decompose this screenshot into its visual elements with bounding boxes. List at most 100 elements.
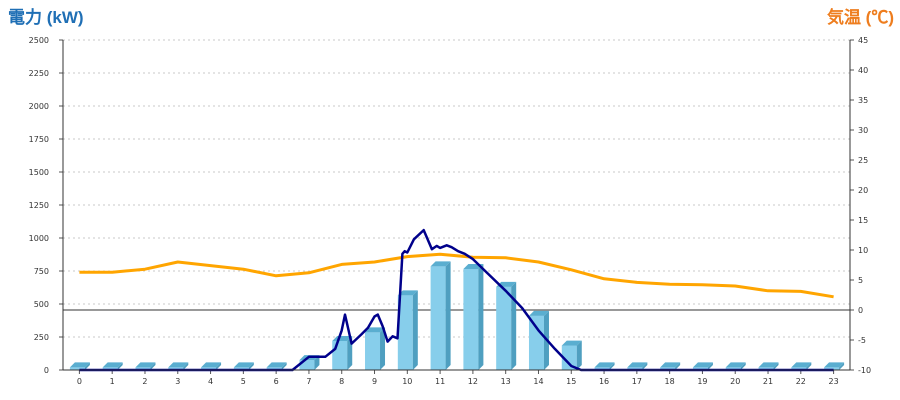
x-tick-label: 12: [468, 377, 478, 386]
bar-side: [675, 362, 681, 370]
right-tick-label: 45: [858, 36, 868, 45]
right-tick-label: 10: [858, 246, 868, 255]
x-tick-label: 8: [339, 377, 344, 386]
x-tick-label: 1: [110, 377, 115, 386]
x-tick-label: 21: [763, 377, 773, 386]
bar-side: [740, 362, 746, 370]
power-bar: [594, 362, 615, 370]
bar-side: [576, 340, 582, 370]
bar-top: [725, 362, 746, 368]
x-tick-label: 11: [435, 377, 445, 386]
bar-side: [84, 362, 90, 370]
left-tick-label: 1000: [29, 234, 49, 243]
x-tick-label: 14: [533, 377, 543, 386]
bar-side: [380, 327, 386, 370]
bar-top: [168, 362, 189, 368]
bar-front: [725, 367, 741, 370]
series-lines: [79, 228, 834, 372]
left-tick-label: 1750: [29, 135, 49, 144]
bar-top: [824, 362, 845, 368]
left-tick-label: 500: [34, 300, 49, 309]
bar-top: [791, 362, 812, 368]
x-tick-label: 17: [632, 377, 642, 386]
bar-top: [365, 327, 386, 333]
bar-front: [824, 367, 840, 370]
x-tick-label: 6: [274, 377, 279, 386]
bar-side: [281, 362, 287, 370]
x-tick-label: 4: [208, 377, 213, 386]
power-bar: [102, 362, 123, 370]
x-tick-label: 9: [372, 377, 377, 386]
bar-front: [69, 367, 85, 370]
power-bar: [692, 362, 713, 370]
x-tick-label: 19: [697, 377, 707, 386]
bar-front: [791, 367, 807, 370]
bar-front: [397, 295, 413, 370]
bar-front: [528, 315, 544, 370]
bar-side: [445, 261, 451, 370]
bar-front: [332, 340, 348, 370]
right-axis-title: 気温 (℃): [826, 7, 894, 27]
power-bar: [660, 362, 681, 370]
left-tick-label: 2250: [29, 69, 49, 78]
axes: [62, 40, 851, 371]
bar-top: [594, 362, 615, 368]
power-bar: [824, 362, 845, 370]
bar-front: [266, 367, 282, 370]
bar-front: [627, 367, 643, 370]
bar-front: [692, 367, 708, 370]
x-axis-ticks: 0 1 2 3 4 5 6 7 8 9 10 11 12 13 14 15 16 17 18 19 20 21 22 23: [77, 370, 839, 386]
bar-top: [69, 362, 90, 368]
bar-side: [117, 362, 123, 370]
x-tick-label: 15: [566, 377, 576, 386]
bar-top: [430, 261, 451, 267]
bar-front: [233, 367, 249, 370]
power-bar: [135, 362, 156, 370]
right-tick-label: 20: [858, 186, 868, 195]
power-bar: [725, 362, 746, 370]
left-tick-label: 750: [34, 267, 49, 276]
bar-side: [183, 362, 189, 370]
power-line: [79, 228, 834, 372]
power-bar: [561, 340, 582, 370]
power-bar: [627, 362, 648, 370]
bar-top: [266, 362, 287, 368]
x-tick-label: 23: [829, 377, 839, 386]
right-tick-label: 25: [858, 156, 868, 165]
bar-front: [201, 367, 217, 370]
x-tick-label: 13: [501, 377, 511, 386]
bar-top: [102, 362, 123, 368]
bar-front: [299, 360, 315, 370]
bar-front: [102, 367, 118, 370]
power-bar: [496, 281, 517, 370]
x-tick-label: 7: [306, 377, 311, 386]
power-bar: [168, 362, 189, 370]
power-bar: [332, 335, 353, 370]
bar-side: [642, 362, 648, 370]
left-tick-label: 1250: [29, 201, 49, 210]
bar-top: [627, 362, 648, 368]
bar-top: [397, 290, 418, 296]
x-tick-label: 2: [142, 377, 147, 386]
x-tick-label: 5: [241, 377, 246, 386]
power-bar: [365, 327, 386, 370]
right-tick-label: 35: [858, 96, 868, 105]
bar-top: [528, 310, 549, 316]
bar-top: [561, 340, 582, 346]
bar-side: [839, 362, 845, 370]
bar-front: [168, 367, 184, 370]
bar-front: [365, 332, 381, 370]
left-axis-title: 電力 (kW): [8, 7, 84, 27]
bar-side: [707, 362, 713, 370]
x-tick-label: 22: [796, 377, 806, 386]
left-tick-label: 250: [34, 333, 49, 342]
power-bar: [397, 290, 418, 370]
bar-front: [135, 367, 151, 370]
right-tick-label: 40: [858, 66, 868, 75]
temperature-line: [79, 252, 834, 299]
bar-top: [233, 362, 254, 368]
power-bar: [430, 261, 451, 370]
bar-top: [660, 362, 681, 368]
bar-front: [758, 367, 774, 370]
